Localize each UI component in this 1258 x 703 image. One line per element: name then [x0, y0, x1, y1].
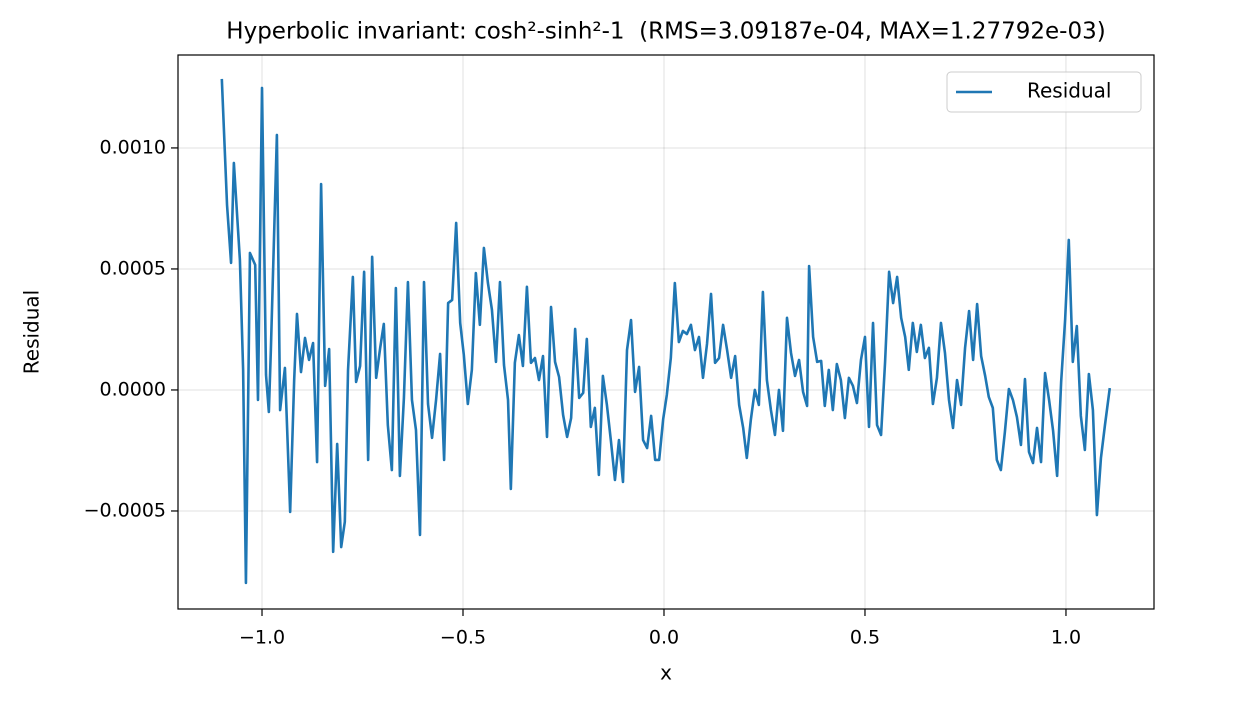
x-tick-label: −1.0: [239, 627, 285, 649]
y-tick-label: 0.0005: [100, 257, 166, 279]
x-tick-label: −0.5: [440, 627, 486, 649]
x-tick-label: 1.0: [1051, 627, 1081, 649]
series-line: [220, 78, 1112, 585]
legend-box: [946, 71, 1142, 113]
plot-area: [220, 78, 1112, 585]
y-tick-label: −0.0005: [84, 499, 166, 521]
x-tick-label: 0.5: [850, 627, 880, 649]
y-tick-label: 0.0010: [100, 136, 166, 158]
chart-title: Hyperbolic invariant: cosh²-sinh²-1 (RMS…: [226, 19, 1105, 45]
y-axis-label: Residual: [20, 290, 44, 374]
legend-label: Residual: [1027, 79, 1111, 103]
x-axis-label: x: [660, 661, 672, 685]
legend: Residual: [946, 71, 1142, 113]
y-tick-label: 0.0000: [100, 378, 166, 400]
x-tick-label: 0.0: [649, 627, 679, 649]
axes-frame: [177, 54, 1155, 610]
